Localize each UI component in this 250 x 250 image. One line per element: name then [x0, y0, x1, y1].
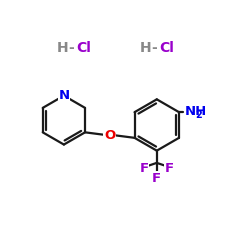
Text: O: O	[104, 128, 116, 141]
Text: F: F	[140, 162, 149, 175]
Text: NH: NH	[185, 105, 207, 118]
Text: F: F	[152, 172, 161, 184]
Text: -: -	[68, 41, 74, 55]
Text: H: H	[57, 41, 68, 55]
Text: F: F	[165, 162, 174, 175]
Text: 2: 2	[195, 110, 202, 120]
Text: Cl: Cl	[76, 41, 91, 55]
Text: -: -	[152, 41, 157, 55]
Text: Cl: Cl	[159, 41, 174, 55]
Text: N: N	[58, 89, 70, 102]
Text: H: H	[140, 41, 151, 55]
